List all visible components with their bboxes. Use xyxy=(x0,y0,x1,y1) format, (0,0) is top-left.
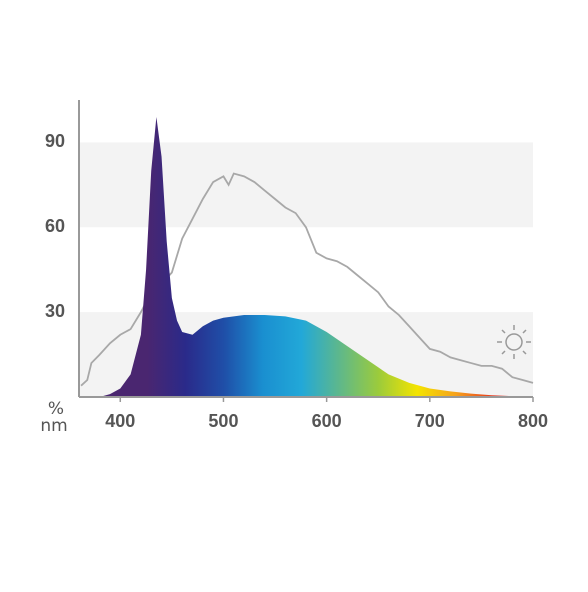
x-tick-label: 600 xyxy=(312,411,342,431)
y-tick-label: 60 xyxy=(45,216,65,236)
x-tick-label: 700 xyxy=(415,411,445,431)
y-tick-label: 30 xyxy=(45,301,65,321)
x-tick-label: 400 xyxy=(105,411,135,431)
x-axis-label: nm xyxy=(40,416,67,436)
y-tick-label: 90 xyxy=(45,131,65,151)
sun-icon xyxy=(497,325,531,359)
x-tick-label: 800 xyxy=(518,411,548,431)
y-axis-label: % xyxy=(48,399,64,419)
grid-band xyxy=(79,142,533,228)
x-tick-label: 500 xyxy=(208,411,238,431)
spectrum-area xyxy=(79,116,533,397)
